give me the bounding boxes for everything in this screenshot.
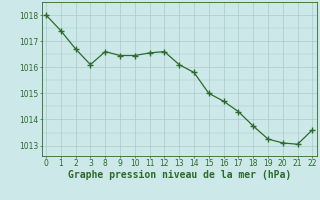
X-axis label: Graphe pression niveau de la mer (hPa): Graphe pression niveau de la mer (hPa): [68, 170, 291, 180]
